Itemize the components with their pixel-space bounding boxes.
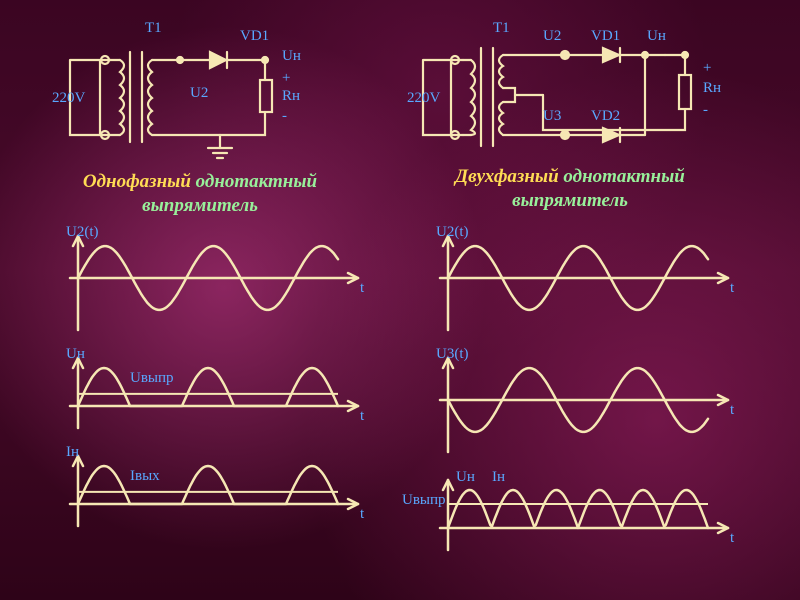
wave-svg xyxy=(30,230,370,338)
lbl-minus-r: - xyxy=(703,102,708,119)
schematic-two-svg xyxy=(415,30,745,165)
wave-xlabel: t xyxy=(730,530,734,547)
lbl-T1-r: T1 xyxy=(493,20,510,37)
wave-ylabel: Uн xyxy=(66,346,85,363)
wave-plot: Uн Uвыпр t xyxy=(30,352,390,444)
schematic-single-phase: T1 VD1 220V U2 Uн + Rн - xyxy=(60,30,350,165)
wave-extra-label: Uвыпр xyxy=(402,492,446,509)
title-right-first: Двухфазный xyxy=(455,166,559,187)
lbl-VD2-r: VD2 xyxy=(591,108,620,125)
wave-svg xyxy=(400,230,740,338)
lbl-minus-l: - xyxy=(282,108,287,125)
wave-ylabel: U3(t) xyxy=(436,346,469,363)
wave-svg xyxy=(30,450,370,534)
wave-plot: U2(t) t xyxy=(400,230,780,346)
wave-ylabel: Iн xyxy=(66,444,79,461)
wave-xlabel: t xyxy=(360,408,364,425)
lbl-Un-l: Uн xyxy=(282,48,301,65)
wave-svg xyxy=(400,474,740,558)
lbl-VD1-r: VD1 xyxy=(591,28,620,45)
wave-xlabel: t xyxy=(360,506,364,523)
wave-plot: U3(t) t xyxy=(400,352,780,468)
lbl-VD1-l: VD1 xyxy=(240,28,269,45)
lbl-T1-l: T1 xyxy=(145,20,162,37)
wave-ylabel: U2(t) xyxy=(66,224,99,241)
waves-right-col: U2(t) t U3(t) t xyxy=(400,230,780,572)
wave-svg xyxy=(400,352,740,460)
wave-extra-label: Iвых xyxy=(130,468,160,485)
wave-xlabel: t xyxy=(360,280,364,297)
lbl-U2-r: U2 xyxy=(543,28,561,45)
title-left: Однофазный однотактный выпрямитель xyxy=(50,170,350,218)
wave-plot: U2(t) t xyxy=(30,230,390,346)
wave-plot: Iн Iвых t xyxy=(30,450,390,542)
lbl-Rn-l: Rн xyxy=(282,88,300,105)
wave-plot: UнIнUвыпр t xyxy=(400,474,780,566)
wave-extra-label: Uвыпр xyxy=(130,370,174,387)
waves-left-col: U2(t) t Uн Uвыпр t xyxy=(30,230,390,548)
lbl-plus-l: + xyxy=(282,70,290,87)
lbl-U3-r: U3 xyxy=(543,108,561,125)
wave-xlabel: t xyxy=(730,280,734,297)
lbl-Un-r: Uн xyxy=(647,28,666,45)
wave-svg xyxy=(30,352,370,436)
title-right: Двухфазный однотактный выпрямитель xyxy=(410,165,730,213)
wave-ylabel: U2(t) xyxy=(436,224,469,241)
lbl-Vin-l: 220V xyxy=(52,90,85,107)
lbl-U2-l: U2 xyxy=(190,85,208,102)
lbl-Rn-r: Rн xyxy=(703,80,721,97)
lbl-plus-r: + xyxy=(703,60,711,77)
lbl-Vin-r: 220V xyxy=(407,90,440,107)
title-left-first: Однофазный xyxy=(83,171,191,192)
schematic-two-phase: T1 U2 VD1 Uн 220V U3 VD2 + Rн - xyxy=(415,30,745,165)
wave-extra-label: Uн xyxy=(456,469,475,486)
wave-xlabel: t xyxy=(730,402,734,419)
wave-extra-label: Iн xyxy=(492,469,505,486)
